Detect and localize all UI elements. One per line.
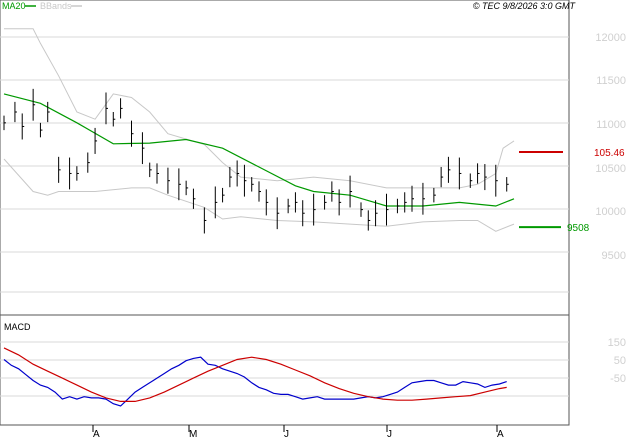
- copyright-watermark: © TEC 9/8/2026 3:0 GMT: [473, 1, 577, 11]
- macd-title: MACD: [4, 322, 31, 332]
- macd-line: [3, 356, 507, 407]
- price-bars: [3, 88, 509, 234]
- x-tick-label: J: [284, 429, 289, 440]
- main-panel-frame: [0, 0, 570, 316]
- header-legend: MA20 BBands: [2, 1, 82, 11]
- legend-bbands-label: BBands: [40, 1, 72, 11]
- macd-tick-label: 50: [614, 355, 626, 367]
- x-tick-label: M: [189, 429, 197, 440]
- y-tick-label: 10500: [595, 163, 626, 175]
- macd-tick-label: 150: [608, 337, 626, 349]
- grid-lines: [0, 36, 569, 432]
- x-axis: A M J J A: [93, 429, 504, 440]
- y-tick-label: 11000: [596, 119, 626, 131]
- y-tick-label: 11500: [596, 75, 626, 87]
- main-y-tick-labels: 12000 11500 11000 10500 10000 9500: [595, 32, 626, 262]
- macd-series: [3, 347, 507, 407]
- y-tick-label: 12000: [595, 32, 626, 44]
- macd-panel-frame: [0, 314, 570, 426]
- y-tick-label: 9500: [602, 250, 626, 262]
- legend-ma20-label: MA20: [2, 1, 26, 11]
- support-label: 9508: [567, 223, 590, 234]
- x-tick-label: A: [93, 429, 100, 440]
- x-tick-label: J: [387, 429, 392, 440]
- macd-y-tick-labels: 150 50 -50: [608, 337, 626, 385]
- bband-line: [4, 28, 515, 189]
- bband-line: [3, 158, 515, 232]
- y-tick-label: 10000: [595, 206, 626, 218]
- bbands-series: [3, 28, 515, 232]
- macd-tick-label: -50: [610, 373, 626, 385]
- resistance-label: 105.46: [594, 148, 625, 159]
- x-tick-label: A: [497, 429, 504, 440]
- signal-line: [3, 347, 507, 402]
